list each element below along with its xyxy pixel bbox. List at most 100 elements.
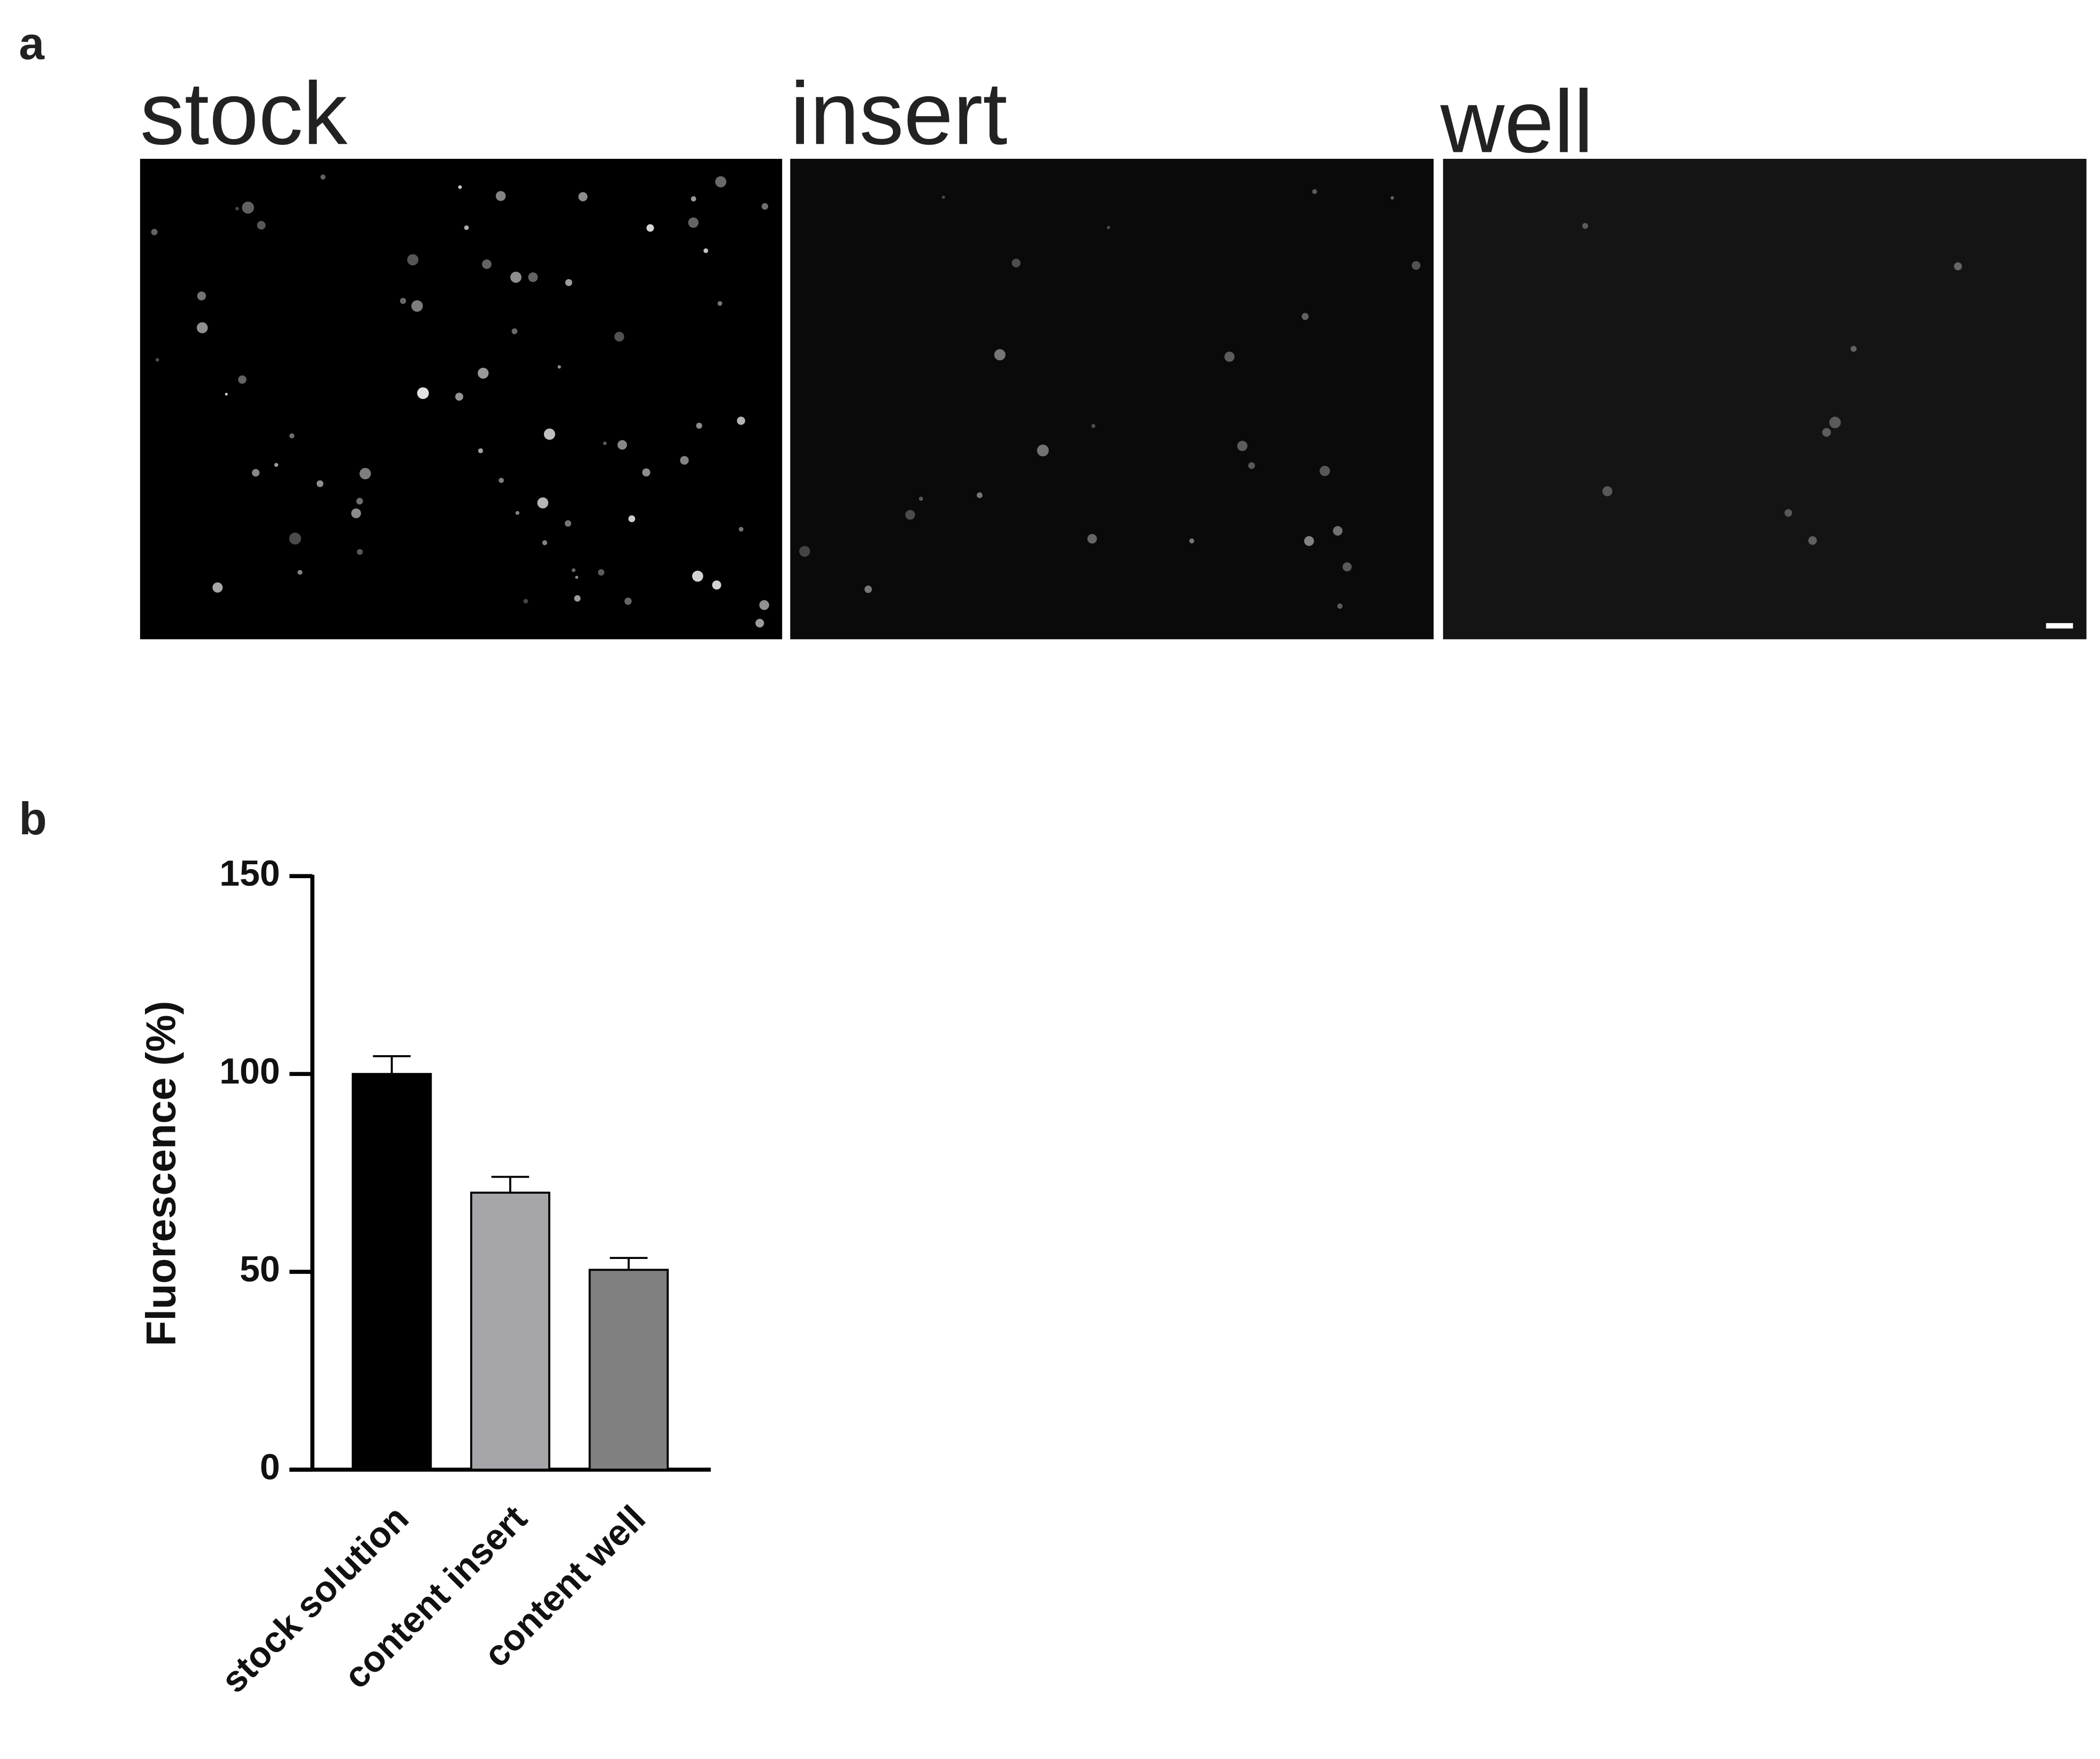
spot [1602,486,1613,496]
spot [691,196,696,202]
spot [523,598,528,604]
spot [1091,424,1095,428]
spot [1850,345,1857,352]
spot [692,571,703,582]
spot [359,467,371,480]
spot [761,203,769,210]
image-title: well [1440,72,1593,171]
spot [941,195,945,199]
spot [225,393,228,396]
spot [1301,313,1309,320]
spot [1582,222,1588,229]
spot [316,480,324,487]
spot [565,279,572,286]
spot [351,508,361,519]
spot [1829,417,1841,428]
spot [1390,196,1394,200]
spot [251,468,260,477]
spot [696,423,702,429]
spot [196,322,208,334]
spot [482,259,492,269]
spot [238,375,247,384]
micrograph-spots [151,174,1962,628]
spot [495,191,506,201]
spot [574,595,581,602]
spot [1808,536,1817,545]
spot [197,291,206,301]
spot [235,206,239,211]
y-tick-label: 150 [219,853,280,894]
spot [1342,562,1352,572]
spot [543,428,555,440]
spot [1189,538,1194,544]
spot [703,248,708,254]
spot [1304,536,1314,546]
spot [478,367,489,379]
spot [575,575,578,579]
y-tick-label: 50 [240,1249,280,1289]
spot [1953,262,1962,271]
spot [642,468,650,477]
spot [1237,441,1248,451]
spot [578,192,588,202]
spot [155,358,159,362]
spot [737,417,746,425]
spot [510,271,522,283]
spot [464,225,469,231]
spot [977,492,983,498]
panel-label: a [19,19,45,70]
spot [242,201,254,214]
spot [1224,351,1235,362]
spot [614,332,624,342]
spot [759,600,769,610]
spot [212,582,223,593]
spot [646,224,654,232]
image-title: stock [140,64,348,163]
bar [351,1073,432,1471]
image-title: insert [790,64,1007,163]
spot [617,440,627,450]
bar [588,1269,669,1471]
spot [542,540,548,546]
spot [537,497,549,509]
spot [151,228,158,235]
spot [624,597,632,605]
y-axis-label: Fluorescence (%) [137,1001,184,1346]
spot [715,176,726,188]
spot [411,300,423,312]
spot [994,349,1006,360]
spot [1784,509,1792,517]
spot [799,546,810,557]
spot [739,527,744,532]
bar [470,1192,550,1471]
scale-bar [2046,623,2073,629]
spot [1312,189,1317,194]
spot [688,217,699,228]
spot [1087,534,1097,544]
spot [603,441,607,445]
spot [289,433,295,439]
spot [1248,462,1255,469]
spot [1037,444,1049,457]
spot [320,174,326,180]
spot [1337,603,1343,609]
spot [680,456,689,465]
y-tick-label: 100 [219,1051,280,1092]
spot [511,328,518,334]
spot [297,570,303,575]
spot [918,496,923,501]
spot [564,520,571,527]
spot [357,549,363,555]
spot [864,585,872,593]
spot [274,463,279,467]
spot [400,297,407,304]
spot [478,448,484,454]
spot [1320,465,1330,477]
spot [557,365,561,369]
spot [356,497,363,505]
spot [1822,428,1831,437]
spot [717,301,723,306]
spot [1333,526,1343,536]
spot [257,221,266,230]
